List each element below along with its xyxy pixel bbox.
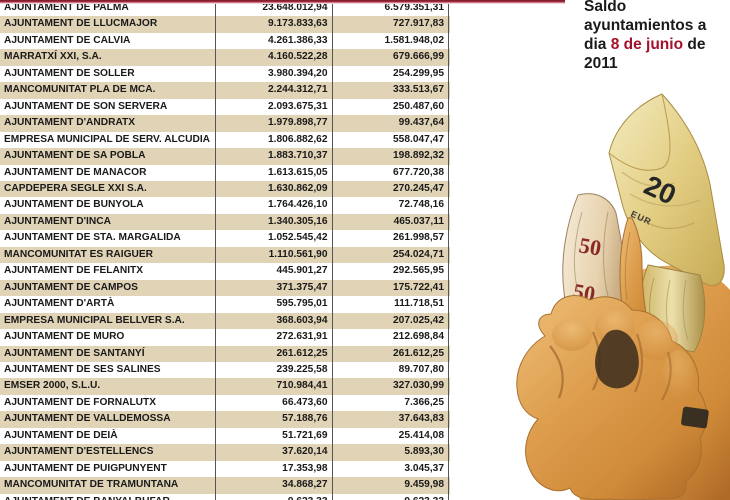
svg-text:50: 50 <box>577 232 603 260</box>
